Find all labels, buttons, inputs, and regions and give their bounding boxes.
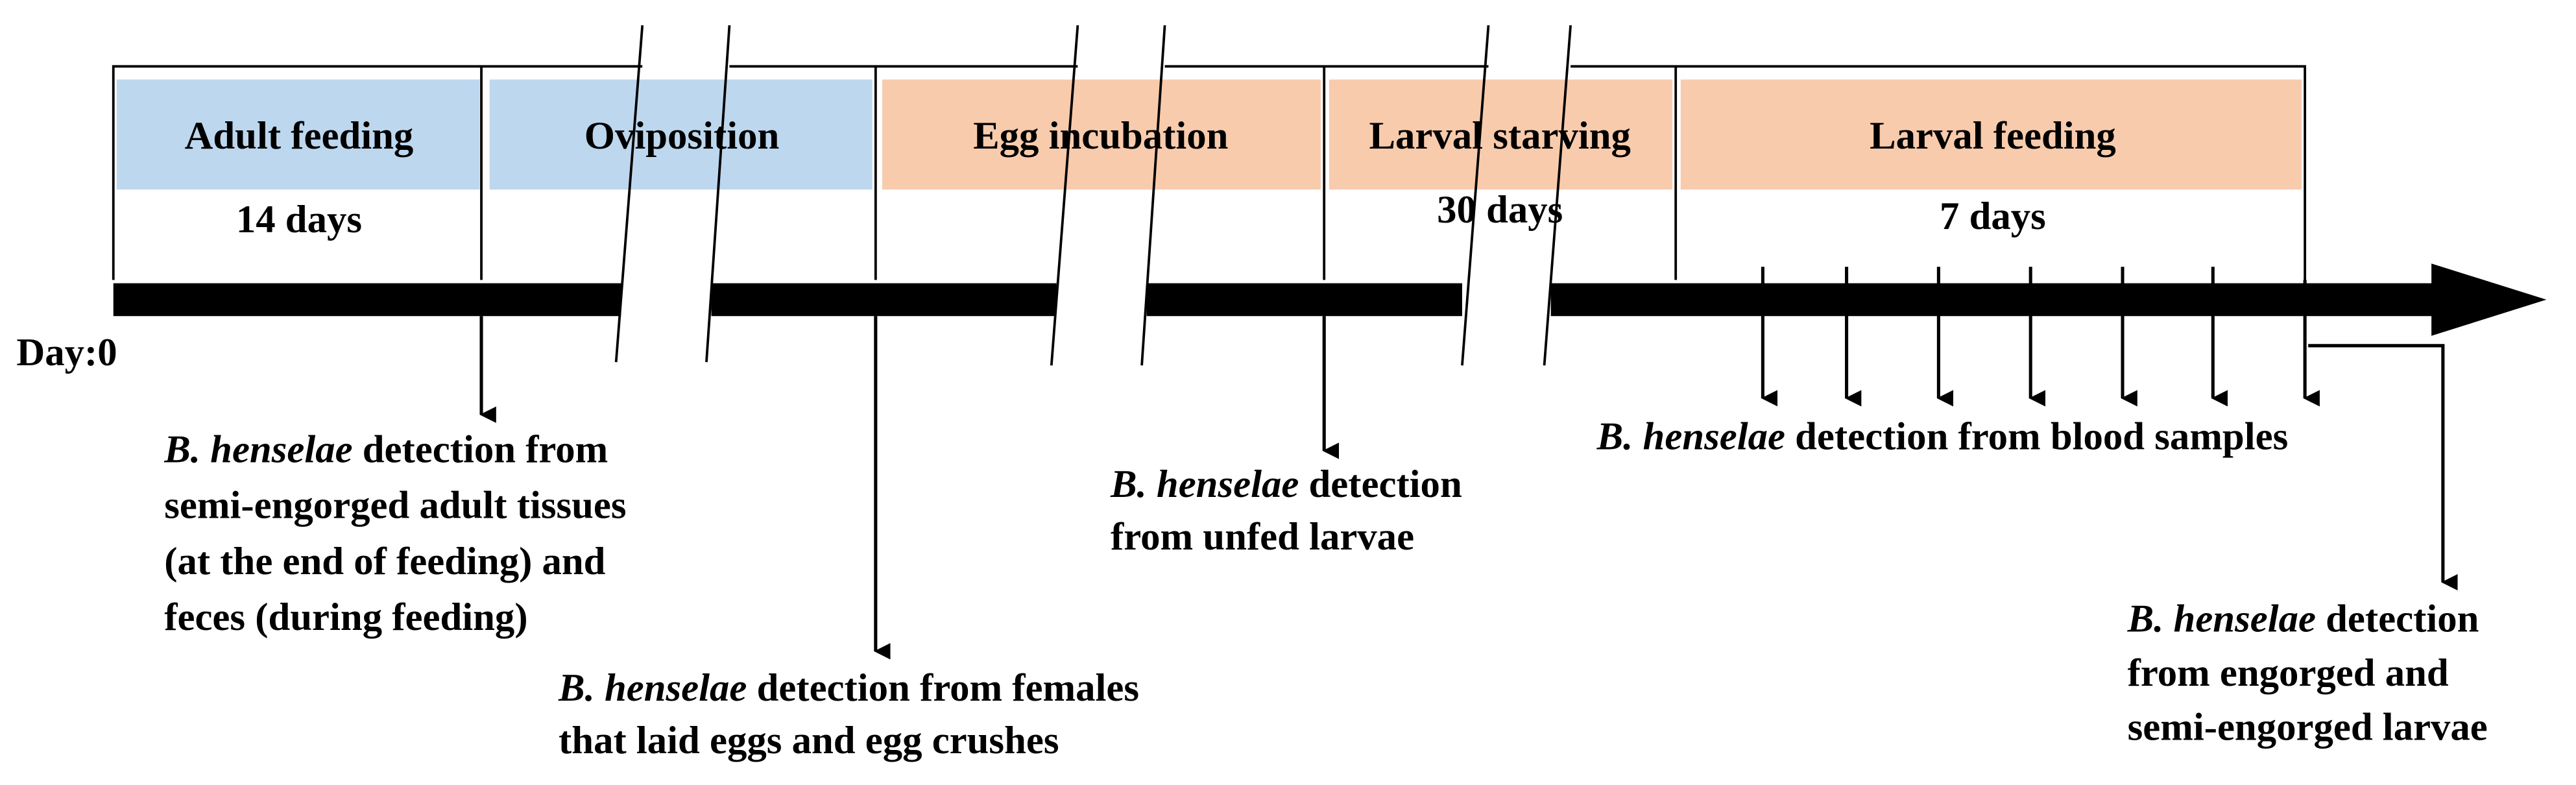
detection-text: B. henselae detection from blood samples [1596,415,2289,458]
detection-line: from engorged and [2128,651,2449,695]
arrows [479,267,2458,660]
detection-text: from unfed larvae [1111,515,1414,559]
stage-band [1680,79,2302,190]
detection-line: detection [2326,597,2479,640]
stage-label: Oviposition [584,114,780,158]
detection-line: that laid eggs and egg crushes [559,719,1059,762]
detection-text: B. henselae detection from [163,428,608,472]
detection-line: detection from [363,428,608,472]
detection-line: detection from females [757,666,1139,710]
stage-band [489,79,873,190]
stage-label: Egg incubation [973,114,1228,158]
box-outline [112,65,2307,280]
stage-band [116,79,480,190]
stage-band [1329,79,1673,190]
species-name: B. henselae [1110,463,1299,506]
stage-duration: 30 days [1437,188,1563,232]
timeline [113,263,2547,336]
stage-band [882,79,1321,190]
detection-text: feces (during feeding) [164,596,527,639]
day-label: Day:0 [16,331,117,374]
stage-label: Larval feeding [1870,114,2116,158]
break-marks [614,25,1572,366]
stage-duration: 14 days [236,198,362,241]
species-name: B. henselae [558,666,747,710]
detection-text: B. henselae detection [2127,597,2479,640]
detection-line: feces (during feeding) [164,596,527,639]
detection-text: semi-engorged larvae [2128,706,2488,749]
stage-label: Larval starving [1369,114,1630,158]
detection-line: from unfed larvae [1111,515,1414,559]
detection-line: detection [1309,463,1462,506]
detection-text: (at the end of feeding) and [164,540,605,583]
detection-line: semi-engorged larvae [2128,706,2488,749]
species-name: B. henselae [163,428,352,472]
species-name: B. henselae [2127,597,2316,640]
species-name: B. henselae [1596,415,1785,458]
detection-text: B. henselae detection from females [558,666,1139,710]
detection-text: B. henselae detection [1110,463,1462,506]
detection-text: that laid eggs and egg crushes [559,719,1059,762]
detection-text: from engorged and [2128,651,2449,695]
detection-line: (at the end of feeding) and [164,540,605,583]
detection-text: semi-engorged adult tissues [164,484,626,527]
detection-line: semi-engorged adult tissues [164,484,626,527]
detection-line: detection from blood samples [1795,415,2288,458]
stage-duration: 7 days [1940,195,2046,238]
stage-label: Adult feeding [185,114,414,158]
